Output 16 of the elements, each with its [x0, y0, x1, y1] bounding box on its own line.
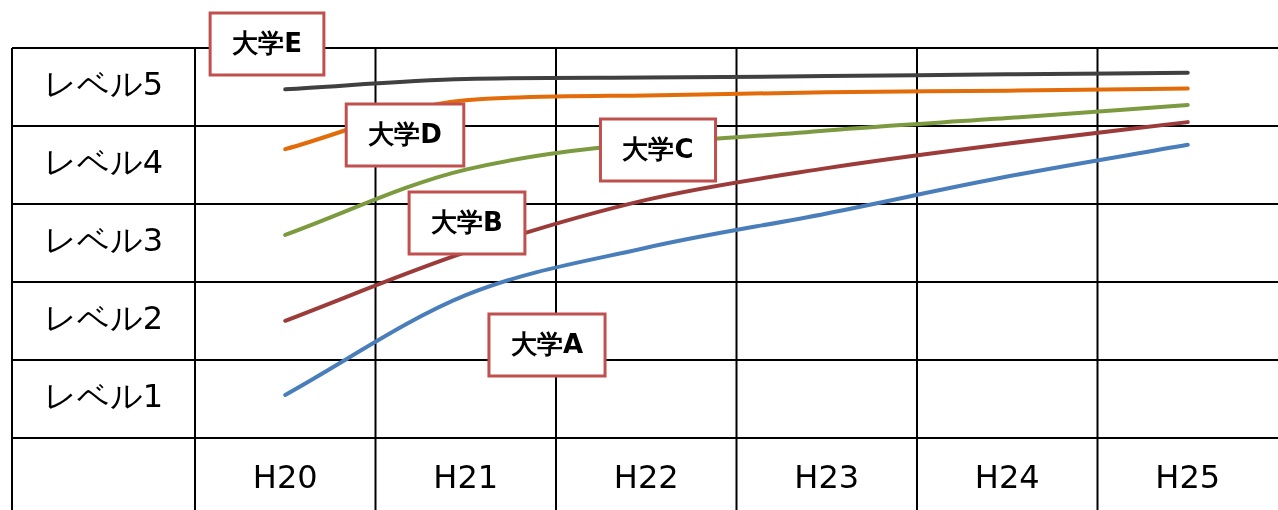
series-label: 大学D	[368, 118, 442, 149]
text: レベル4	[43, 143, 164, 182]
series-label: 大学A	[510, 328, 584, 359]
series-label: 大学B	[431, 206, 503, 237]
text: レベル5	[43, 65, 164, 104]
text: レベル2	[43, 299, 164, 338]
series-label: 大学C	[622, 133, 694, 164]
x-tick-label: H23	[794, 457, 860, 496]
x-tick-label: H21	[433, 457, 499, 496]
x-tick-label: H22	[613, 457, 679, 496]
series-label: 大学E	[232, 27, 302, 58]
x-tick-label: H25	[1155, 457, 1221, 496]
x-tick-label: H20	[252, 457, 318, 496]
x-tick-label: H24	[974, 457, 1040, 496]
text: レベル3	[43, 221, 164, 260]
text: レベル1	[43, 377, 164, 416]
